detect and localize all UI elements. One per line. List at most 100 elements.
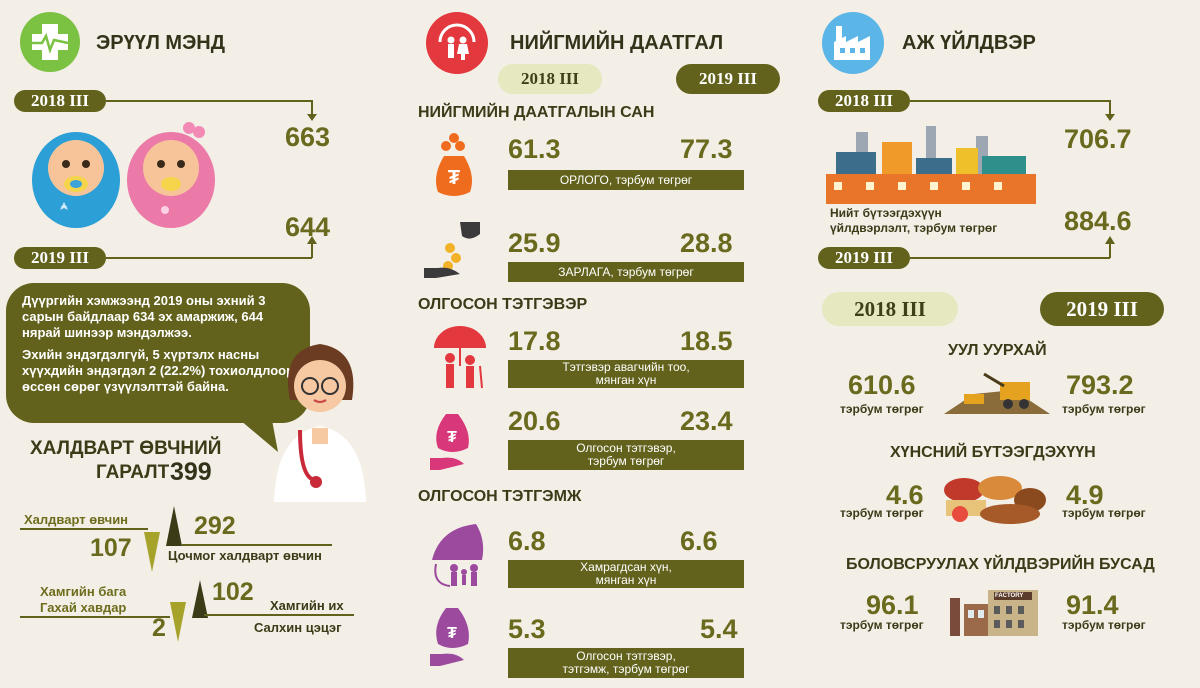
manuf-2018: 96.1: [866, 590, 919, 620]
ben-amt-label-2: тэтгэмж, тэрбум төгрөг: [562, 662, 690, 676]
arrow-up-icon: [305, 236, 319, 258]
pens-count-2018: 17.8: [508, 326, 561, 356]
infect-row2-line-bottom: [204, 614, 354, 616]
infect-row1-high-label: Цочмог халдварт өвчин: [168, 548, 322, 563]
money-bag-hand-icon: ₮: [428, 410, 482, 472]
ben-count-label-2: мянган хүн: [595, 573, 657, 587]
ben-amt-2018: 5.3: [508, 614, 546, 644]
industry-2018-value: 706.7: [1064, 124, 1132, 154]
ben-count-bar: Хамрагдсан хүн, мянган хүн: [508, 560, 744, 588]
hand-coins-icon: [420, 220, 486, 280]
mining-2018: 610.6: [848, 370, 916, 400]
ben-count-2018: 6.8: [508, 526, 546, 556]
infect-row1-low-value: 107: [90, 534, 132, 562]
food-2018-unit: тэрбум төгрөг: [840, 506, 924, 520]
food-2018: 4.6: [886, 480, 924, 510]
money-bag-icon: ₮: [430, 132, 476, 198]
infect-row2-line-top: [20, 616, 170, 618]
health-note-p2: Эхийн эндэгдэлгүй, 5 хүртэлх насны хүүхд…: [22, 347, 295, 394]
industry-title: АЖ ҮЙЛДВЭР: [902, 32, 1036, 54]
pens-amt-2018: 20.6: [508, 406, 561, 436]
infect-row1-triangles: [144, 506, 184, 572]
infect-row1-low-label: Халдварт өвчин: [24, 512, 129, 527]
ben-count-2019: 6.6: [680, 526, 718, 556]
manuf-2019-unit: тэрбум төгрөг: [1062, 618, 1146, 632]
manuf-2018-unit: тэрбум төгрөг: [840, 618, 924, 632]
food-title: ХҮНСНИЙ БҮТЭЭГДЭХҮҮН: [890, 444, 1096, 461]
pens-amt-bar: Олгосон тэтгэвэр, тэрбум төгрөг: [508, 440, 744, 470]
infect-total: 399: [170, 458, 212, 486]
expense-2018: 25.9: [508, 228, 561, 258]
food-products-image: [940, 470, 1048, 526]
pens-count-2019: 18.5: [680, 326, 733, 356]
infect-row1-line-bottom: [182, 544, 332, 546]
pens-amt-label-2: тэрбум төгрөг: [587, 454, 665, 468]
manuf-title: БОЛОВСРУУЛАХ ҮЙЛДВЭРИЙН БУСАД: [846, 556, 1155, 573]
health-icon: [20, 12, 80, 72]
health-note-p1: Дүүргийн хэмжээнд 2019 оны эхний 3 сарын…: [22, 293, 266, 340]
health-2019-label: 2019 III: [14, 247, 106, 269]
industry-2018-line: [910, 100, 1110, 102]
income-bar: ОРЛОГО, тэрбум төгрөг: [508, 170, 744, 190]
food-2019-unit: тэрбум төгрөг: [1062, 506, 1146, 520]
industry-2019-label: 2019 III: [818, 247, 910, 269]
income-2018: 61.3: [508, 134, 561, 164]
infect-row2-low-label-1: Хамгийн бага: [40, 584, 127, 599]
output-label-1: Нийт бүтээгдэхүүн: [830, 206, 942, 220]
manuf-2019: 91.4: [1066, 590, 1119, 620]
benefit-title: ОЛГОСОН ТЭТГЭМЖ: [418, 488, 582, 505]
pens-amt-label-1: Олгосон тэтгэвэр,: [576, 441, 676, 455]
health-2019-value: 644: [285, 212, 331, 242]
arrow-down-icon-2: [1103, 100, 1117, 122]
pens-count-label-2: мянган хүн: [595, 373, 657, 387]
elderly-umbrella-icon: [430, 322, 490, 392]
ben-amt-label-1: Олгосон тэтгэвэр,: [576, 649, 676, 663]
industrial-plant-image: [826, 112, 1036, 204]
pension-title: ОЛГОСОН ТЭТГЭВЭР: [418, 296, 588, 313]
infect-row2-high-label-1: Хамгийн их: [270, 598, 344, 613]
pens-count-label-1: Тэтгэвэр авагчийн тоо,: [562, 360, 690, 374]
output-label-2: үйлдвэрлэлт, тэрбум төгрөг: [830, 221, 998, 235]
infect-row2-triangles: [170, 580, 210, 642]
mining-title: УУЛ УУРХАЙ: [948, 342, 1047, 359]
social-title: НИЙГМИЙН ДААТГАЛ: [510, 32, 724, 54]
mining-2018-unit: тэрбум төгрөг: [840, 402, 924, 416]
mining-2019-unit: тэрбум төгрөг: [1062, 402, 1146, 416]
mining-2019: 793.2: [1066, 370, 1134, 400]
infect-row2-high-value: 102: [212, 578, 254, 606]
family-umbrella-icon: [426, 520, 492, 590]
social-icon: [426, 12, 488, 74]
industry-2018-label: 2018 III: [818, 90, 910, 112]
industry-year-2019: 2019 III: [1040, 292, 1164, 326]
svg-text:₮: ₮: [448, 167, 460, 189]
social-year-2018: 2018 III: [498, 64, 602, 94]
fund-title: НИЙГМИЙН ДААТГАЛЫН САН: [418, 104, 655, 121]
expense-bar: ЗАРЛАГА, тэрбум төгрөг: [508, 262, 744, 282]
pens-amt-2019: 23.4: [680, 406, 733, 436]
infect-row2-high-label-2: Салхин цэцэг: [254, 620, 342, 635]
baby-boy-image: [30, 118, 122, 228]
industry-2019-line: [910, 257, 1110, 259]
factory-building-image: FACTORY: [944, 580, 1050, 636]
ben-count-label-1: Хамрагдсан хүн,: [580, 560, 672, 574]
health-2018-label: 2018 III: [14, 90, 106, 112]
infect-row2-low-label-2: Гахай хавдар: [40, 600, 127, 615]
infect-title-2: ГАРАЛТ: [96, 462, 170, 483]
health-2019-line: [106, 257, 312, 259]
arrow-down-icon: [305, 100, 319, 122]
svg-text:₮: ₮: [447, 429, 457, 446]
pens-count-bar: Тэтгэвэр авагчийн тоо, мянган хүн: [508, 360, 744, 388]
health-2018-line: [106, 100, 312, 102]
money-bag-hand-purple-icon: ₮: [428, 604, 482, 670]
social-year-2019: 2019 III: [676, 64, 780, 94]
baby-girl-image: [125, 118, 217, 228]
industry-year-2018: 2018 III: [822, 292, 958, 326]
infect-title-1: ХАЛДВАРТ ӨВЧНИЙ: [30, 438, 222, 459]
ben-amt-2019: 5.4: [700, 614, 738, 644]
industry-2019-value: 884.6: [1064, 206, 1132, 236]
doctor-image: [270, 330, 370, 502]
mining-image: [944, 364, 1050, 414]
ben-amt-bar: Олгосон тэтгэвэр, тэтгэмж, тэрбум төгрөг: [508, 648, 744, 678]
health-title: ЭРҮҮЛ МЭНД: [96, 32, 225, 54]
bubble-tail: [240, 420, 280, 454]
